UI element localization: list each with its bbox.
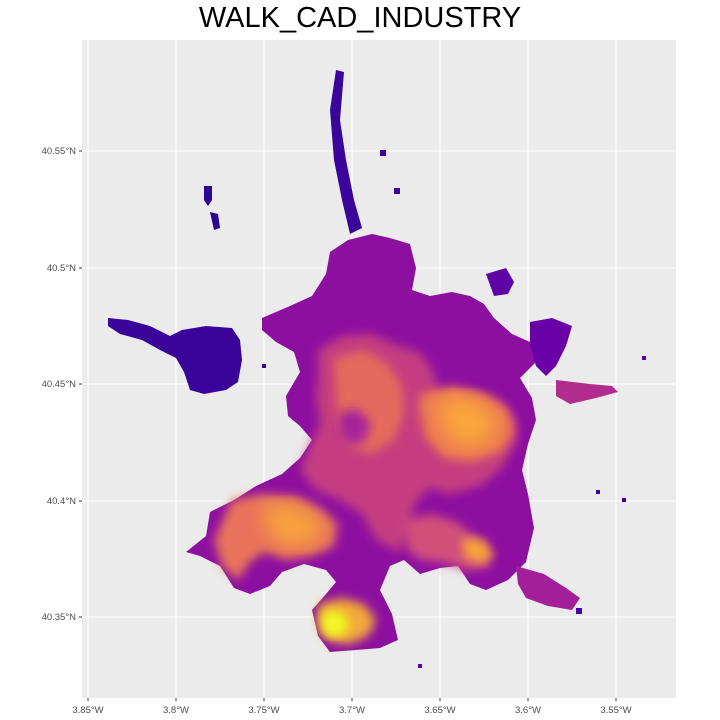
x-axis-labels: 3.85°W 3.8°W 3.75°W 3.7°W 3.65°W 3.6°W 3… (72, 705, 631, 716)
region-east-dot-b (596, 490, 600, 494)
region-west-cluster (108, 318, 242, 394)
region-east-dot-c (622, 498, 626, 502)
x-axis-ticks (87, 698, 617, 701)
region-south-hot (462, 538, 494, 564)
x-tick-label: 3.75°W (248, 705, 279, 716)
region-east-tail (556, 380, 618, 404)
region-southeast-dot (576, 608, 582, 614)
region-north-strand (330, 70, 362, 234)
x-tick-label: 3.6°W (515, 705, 541, 716)
y-tick-label: 40.55°N (42, 146, 77, 157)
x-tick-label: 3.7°W (339, 705, 365, 716)
x-tick-label: 3.85°W (72, 705, 103, 716)
municipality-cells (108, 70, 646, 668)
y-tick-label: 40.35°N (42, 612, 77, 623)
map-title: WALK_CAD_INDUSTRY (198, 2, 522, 34)
region-northwest-strip (204, 186, 212, 206)
y-tick-label: 40.4°N (47, 496, 76, 507)
region-east-hot (440, 398, 494, 446)
y-tick-label: 40.5°N (47, 263, 76, 274)
x-tick-label: 3.8°W (163, 705, 189, 716)
region-hotspot (320, 610, 350, 636)
region-north-speck-b (394, 188, 400, 194)
x-tick-label: 3.55°W (600, 705, 631, 716)
y-tick-label: 40.45°N (42, 379, 77, 390)
x-tick-label: 3.65°W (424, 705, 455, 716)
region-center-purple-core (338, 408, 370, 446)
y-axis-labels: 40.35°N 40.4°N 40.45°N 40.5°N 40.55°N (42, 146, 77, 623)
region-east-dot-a (642, 356, 646, 360)
y-axis-ticks (79, 150, 82, 618)
region-northeast (486, 268, 514, 296)
region-south-dot (418, 664, 422, 668)
region-east-arm (530, 318, 572, 376)
region-southeast (516, 566, 580, 610)
region-southwest-hot (262, 504, 322, 546)
region-north-speck-a (380, 150, 386, 156)
region-northwest-speck (210, 212, 220, 230)
region-west-dot (262, 364, 266, 368)
